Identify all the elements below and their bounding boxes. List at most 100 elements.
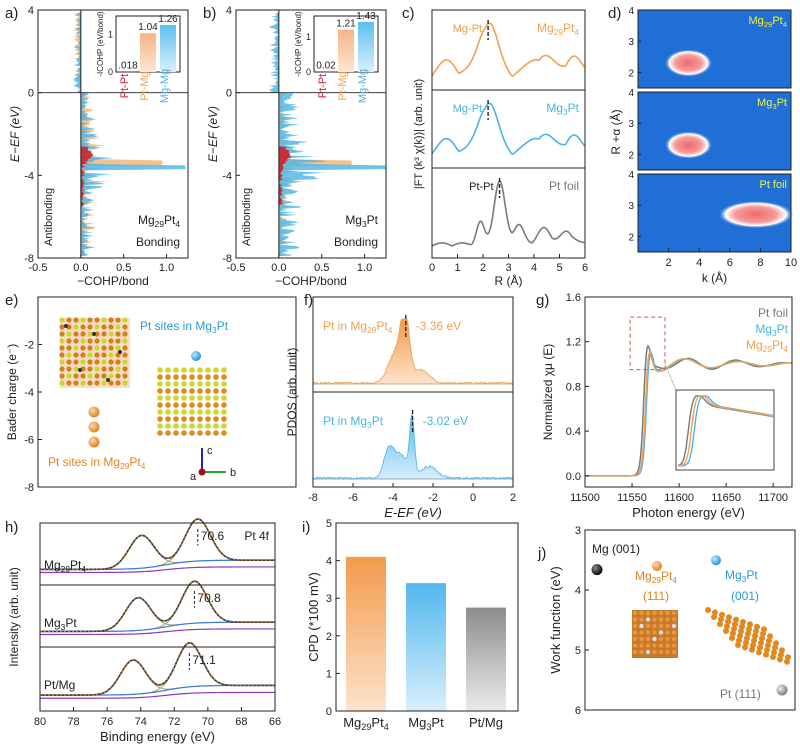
panel-label-b: b) [203, 5, 216, 22]
atom [80, 352, 86, 358]
atom [94, 338, 100, 344]
atom [94, 331, 100, 337]
bonding-label: Bonding [136, 235, 180, 249]
a-axis-dot [198, 468, 206, 476]
x-tick-label: 0.0 [271, 262, 286, 274]
atom [73, 352, 79, 358]
atom [80, 345, 86, 351]
antibonding-label: Antibonding [43, 188, 55, 246]
slab-atom [671, 636, 677, 642]
atom [221, 367, 227, 373]
atom [80, 331, 86, 337]
y-axis-label: E−EF (eV) [206, 106, 220, 162]
y-axis-label: Intensity (arb. unit) [7, 567, 21, 666]
x-tick-label: 66 [269, 716, 281, 728]
slab-atom [652, 630, 657, 635]
y-tick-label: -8 [222, 253, 232, 265]
y-axis-label: R +α (Å) [608, 109, 623, 154]
atom [197, 374, 203, 380]
axes-frame [39, 522, 276, 712]
slab-atom [632, 617, 638, 622]
atom [221, 395, 227, 401]
compound-label: Mg29Pt4 [138, 213, 180, 229]
slab-atom [632, 643, 638, 648]
panel-f: Pt in Mg29Pt4 -3.36 eV Pt in Mg3Pt -3.02 eV… [285, 296, 516, 520]
y-tick-label: 0.8 [566, 381, 581, 393]
atom [213, 388, 219, 394]
atom [165, 381, 171, 387]
slab-atom [658, 643, 664, 648]
atom [73, 324, 79, 330]
x-tick-label: -4 [388, 492, 398, 504]
slab-atom [752, 633, 758, 639]
y-tick-label: 2 [628, 232, 634, 243]
atom [108, 366, 114, 372]
y-tick-label: -2 [24, 340, 34, 352]
mg001-marker [591, 564, 603, 576]
y-tick-label: 3 [326, 593, 332, 605]
atom [122, 331, 128, 337]
mg-mg-cohp-area [73, 12, 186, 256]
slab-atom [658, 617, 664, 622]
atom [165, 388, 171, 394]
atom [115, 366, 121, 372]
y-axis-label: Work function (eV) [548, 566, 563, 673]
x-category-label: Mg3Pt [408, 715, 444, 732]
atom [94, 359, 100, 365]
inset-category-label: Pt-Mg [337, 71, 349, 100]
slab-atom [764, 647, 770, 653]
atom [221, 402, 227, 408]
y-tick-label: 4 [28, 5, 34, 17]
legend-label: Mg3Pt [755, 322, 788, 338]
slab-atom [652, 649, 657, 655]
slab-atom [765, 642, 771, 649]
slab-atom [726, 614, 732, 621]
xps-baseline-line [39, 566, 275, 574]
inset-bar-value: 1.26 [158, 14, 178, 25]
atom [189, 395, 195, 401]
y-tick-label: 1 [326, 668, 332, 680]
atom [80, 359, 86, 365]
y-tick-label: 4 [628, 170, 634, 181]
pt111-label: Pt (111) [720, 687, 761, 701]
atom [173, 381, 179, 387]
atom [94, 345, 100, 351]
slab-atom [753, 628, 759, 635]
atom [108, 359, 114, 365]
atom [87, 359, 93, 365]
atom [66, 380, 72, 386]
slab-atom [739, 623, 745, 630]
x-tick-label: 2 [510, 492, 516, 504]
atom [66, 373, 72, 379]
pt-sites-mg3pt-label: Pt sites in Mg3Pt [140, 319, 229, 335]
atom [189, 409, 195, 415]
atom [189, 423, 195, 429]
slab-atom [665, 617, 670, 622]
atom [115, 331, 121, 337]
series-label: Mg29Pt4 [44, 558, 86, 574]
atom [108, 352, 114, 358]
pt-site-mg3pt-marker [191, 351, 201, 361]
atom [115, 373, 121, 379]
x-tick-label: 11600 [664, 492, 694, 504]
atom [221, 423, 227, 429]
axes-frame [637, 9, 792, 89]
slab-atom [757, 644, 763, 651]
slab-atom [639, 636, 644, 642]
slab-atom [767, 633, 773, 640]
atom [87, 324, 93, 330]
y-tick-label: 0.0 [566, 471, 581, 483]
inset-y-label: -ICOHP (eV/bond) [294, 11, 303, 77]
atom [157, 388, 163, 394]
atom [221, 409, 227, 415]
y-tick-label: 0.4 [566, 426, 581, 438]
x-tick-label: 11550 [617, 492, 647, 504]
slab-atom [639, 630, 644, 635]
axes-frame [335, 522, 519, 712]
atom [213, 430, 219, 436]
panel-d: Mg29Pt4 2 3 4 Mg3Pt 2 3 4 Pt foil 2 3 4 2 4 6 8 10 k (Å) R… [608, 6, 797, 285]
peak-label: 71.1 [192, 653, 216, 667]
atom [165, 430, 171, 436]
atom [165, 416, 171, 422]
